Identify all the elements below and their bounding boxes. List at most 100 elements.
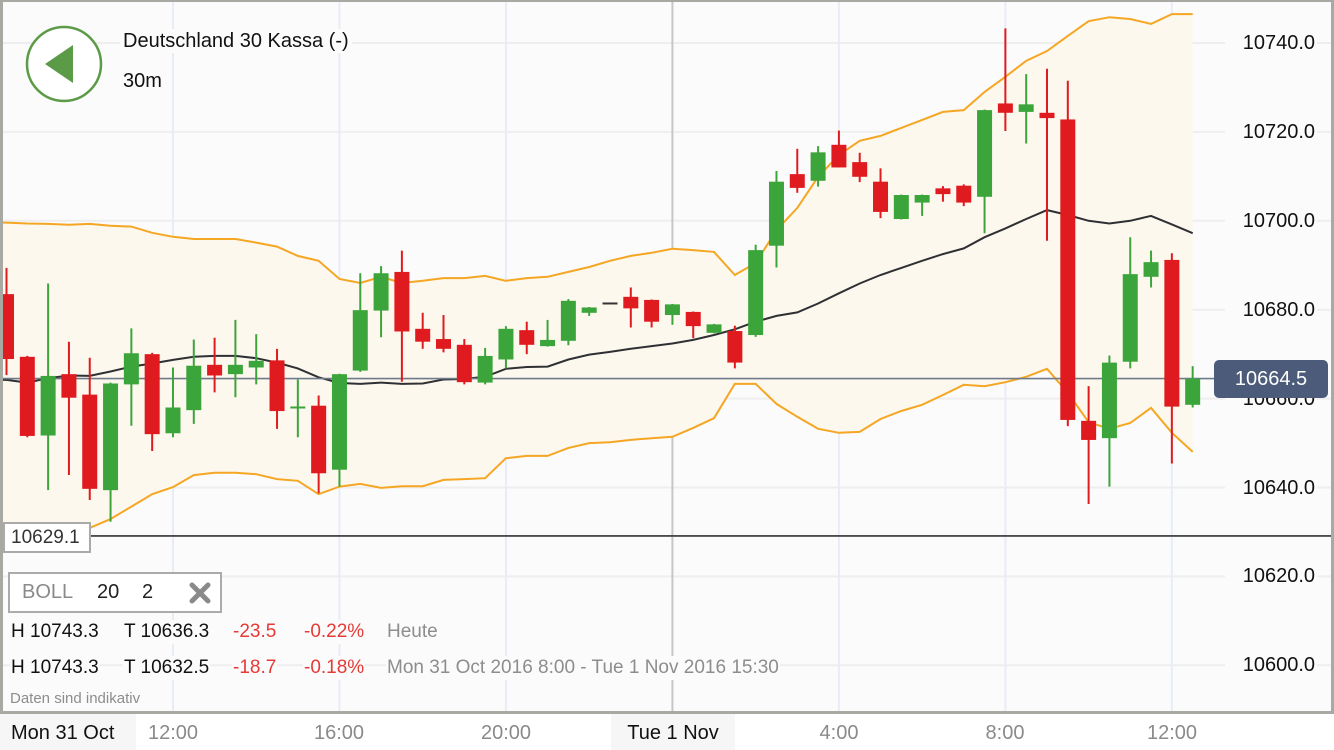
candle-body xyxy=(893,195,909,220)
candle-down xyxy=(269,348,285,429)
candle-body xyxy=(602,302,618,305)
candle-body xyxy=(40,375,56,436)
interval-label[interactable]: 30m xyxy=(120,69,165,93)
candle-body xyxy=(456,344,472,383)
price-axis-label: 10720.0 xyxy=(1225,120,1317,144)
candle-body xyxy=(748,250,764,336)
candle-body xyxy=(144,354,160,435)
remove-indicator-button[interactable] xyxy=(188,581,212,605)
candle-body xyxy=(331,374,347,470)
time-axis-label: 20:00 xyxy=(480,722,532,744)
candle-body xyxy=(290,406,306,409)
instrument-title: Deutschland 30 Kassa (-) xyxy=(120,29,352,53)
current-price-badge: 10664.5 xyxy=(1214,360,1328,398)
candle-up xyxy=(914,194,930,216)
candle-body xyxy=(831,144,847,168)
candle-body xyxy=(560,300,576,341)
stat-low: T 10636.3 xyxy=(123,620,211,644)
candle-body xyxy=(956,185,972,203)
candle-body xyxy=(1039,112,1055,119)
candle-down xyxy=(456,339,472,385)
candle-up xyxy=(748,244,764,337)
candle-up xyxy=(248,334,264,385)
price-axis-label: 10740.0 xyxy=(1225,31,1317,55)
candle-body xyxy=(997,103,1013,113)
candle-body xyxy=(685,311,701,327)
time-axis-date-label: Tue 1 Nov xyxy=(611,714,735,750)
candle-body xyxy=(727,331,743,363)
candle-down xyxy=(935,186,951,202)
candle-down xyxy=(311,395,327,494)
candle-down xyxy=(1081,386,1097,504)
stat-period: Heute xyxy=(386,620,439,644)
candle-body xyxy=(123,353,139,385)
bollinger-indicator-chip[interactable]: BOLL 20 2 xyxy=(8,572,222,613)
indicator-multiplier: 2 xyxy=(142,581,154,603)
candle-up xyxy=(893,194,909,220)
candle-up xyxy=(768,171,784,268)
stat-low: T 10632.5 xyxy=(123,656,211,680)
candle-up xyxy=(498,326,514,369)
stat-change-pct: -0.22% xyxy=(303,620,366,644)
candle-down xyxy=(61,341,77,476)
price-axis-label: 10620.0 xyxy=(1225,564,1317,588)
candle-up xyxy=(103,382,119,522)
candle-down xyxy=(685,311,701,339)
candle-doji xyxy=(602,302,618,305)
candle-down xyxy=(623,287,639,328)
candle-down xyxy=(789,148,805,193)
reference-line-label[interactable]: 10629.1 xyxy=(3,522,91,553)
stat-high: H 10743.3 xyxy=(10,656,100,680)
candle-up xyxy=(1101,355,1117,487)
candle-body xyxy=(477,355,493,383)
candle-up xyxy=(560,299,576,346)
candle-down xyxy=(436,315,452,353)
candle-body xyxy=(3,294,14,360)
price-axis-label: 10700.0 xyxy=(1225,209,1317,233)
candle-body xyxy=(1060,119,1076,420)
candle-down xyxy=(831,130,847,168)
time-axis-date-label: Mon 31 Oct xyxy=(0,714,136,750)
candle-body xyxy=(186,365,202,411)
price-axis-label: 10680.0 xyxy=(1225,298,1317,322)
candle-down xyxy=(144,352,160,452)
candle-down xyxy=(852,152,868,183)
candle-body xyxy=(436,339,452,349)
back-arrow-icon xyxy=(25,25,103,103)
candle-up xyxy=(977,109,993,234)
candle-down xyxy=(82,357,98,500)
candle-up xyxy=(331,373,347,487)
horizontal-price-lines xyxy=(3,377,1331,537)
candle-up xyxy=(1122,237,1138,369)
bollinger-lower-line xyxy=(3,367,1194,548)
candle-body xyxy=(352,310,368,371)
candle-body xyxy=(977,110,993,197)
candle-down xyxy=(19,355,35,438)
candle-body xyxy=(207,364,223,376)
time-axis-label: 12:00 xyxy=(147,722,199,744)
candle-up xyxy=(123,328,139,426)
candle-up xyxy=(290,379,306,438)
indicator-period: 20 xyxy=(97,581,120,603)
time-axis-label: 4:00 xyxy=(819,722,859,744)
candle-down xyxy=(873,168,889,219)
candle-body xyxy=(581,307,597,313)
bollinger-middle-line xyxy=(3,209,1194,385)
candle-body xyxy=(1081,420,1097,440)
candle-up xyxy=(477,347,493,385)
chart-plot-area[interactable] xyxy=(0,0,1334,714)
candle-body xyxy=(1185,378,1201,405)
bollinger-band-fill xyxy=(3,14,1193,547)
candle-body xyxy=(394,271,410,332)
candle-body xyxy=(269,360,285,412)
time-axis-label: 12:00 xyxy=(1146,722,1198,744)
candlesticks xyxy=(3,28,1201,522)
candle-down xyxy=(1164,253,1180,464)
candle-body xyxy=(873,181,889,212)
back-button[interactable] xyxy=(25,25,103,103)
disclaimer: Daten sind indikativ xyxy=(10,689,141,709)
candle-body xyxy=(540,339,556,347)
candle-body xyxy=(789,174,805,188)
candle-body xyxy=(227,364,243,375)
